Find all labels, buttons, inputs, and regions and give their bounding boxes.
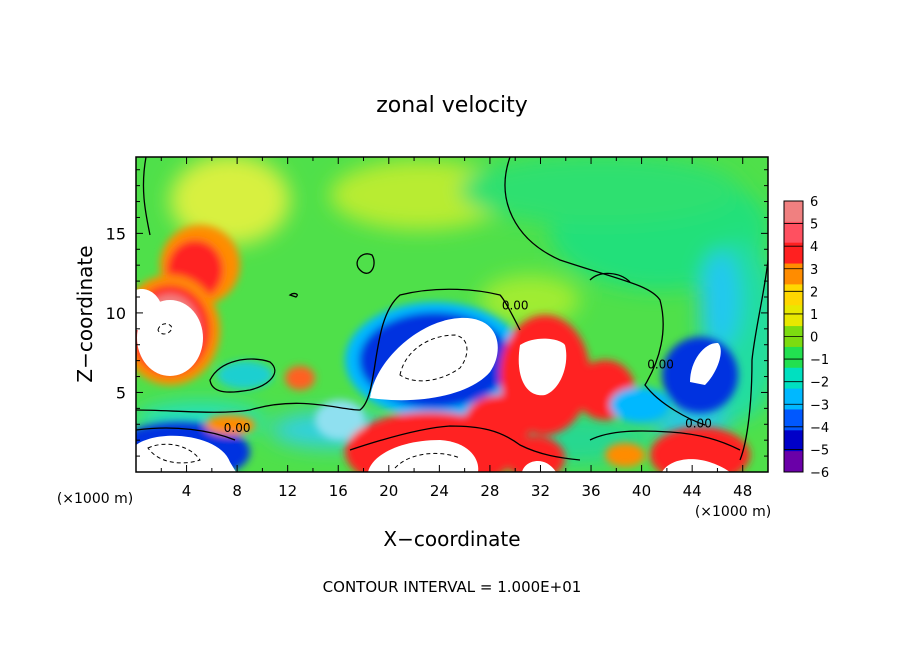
x-tick-label: 8 [232, 482, 242, 500]
y-axis-title: Z−coordinate [73, 245, 97, 382]
colorbar-label: 5 [810, 218, 818, 233]
heatmap-field [136, 157, 768, 472]
x-tick-label: 48 [733, 482, 752, 500]
chart-title: zonal velocity [376, 93, 528, 118]
colorbar-swatch [784, 284, 803, 306]
y-tick-label: 15 [106, 224, 126, 243]
colorbar-swatch [784, 451, 803, 473]
zero-contours [136, 157, 768, 461]
contour-labels: 0.00 0.00 0.00 0.00 [224, 299, 712, 436]
contour-label: 0.00 [502, 299, 529, 313]
field-cores [136, 289, 730, 472]
colorbar-label: −5 [810, 443, 829, 458]
x-tick-label: 40 [632, 482, 651, 500]
x-tick-label: 24 [430, 482, 449, 500]
colorbar: 6 5 4 3 2 1 0 −1 −2 −3 −4 −5 −6 [783, 195, 829, 481]
x-tick-label: 28 [480, 482, 499, 500]
colorbar-label: −4 [810, 421, 829, 436]
colorbar-label: 6 [810, 195, 818, 210]
colorbar-swatch [784, 305, 803, 327]
contour-label: 0.00 [224, 421, 251, 435]
colorbar-label: −6 [810, 466, 829, 481]
plot-frame [135, 156, 769, 473]
y-tick-label: 5 [116, 383, 126, 402]
colorbar-label: 0 [810, 331, 818, 346]
negative-contours [147, 323, 468, 469]
colorbar-swatch [784, 346, 803, 369]
colorbar-swatch [784, 221, 803, 244]
colorbar-swatch [784, 367, 803, 390]
x-tick-label: 12 [278, 482, 297, 500]
colorbar-swatch [784, 263, 803, 285]
colorbar-swatch [784, 388, 803, 410]
colorbar-label: −2 [810, 376, 829, 391]
y-axis: 5 10 15 [106, 169, 768, 457]
contour-label: 0.00 [685, 416, 712, 430]
y-tick-label: 10 [106, 304, 126, 323]
x-axis-unit-label: (×1000 m) [695, 504, 771, 520]
contour-interval-note: CONTOUR INTERVAL = 1.000E+01 [323, 578, 582, 596]
colorbar-label: 4 [810, 240, 818, 255]
z-axis-unit-label: (×1000 m) [57, 491, 133, 507]
x-tick-label: 32 [531, 482, 550, 500]
colorbar-swatch [784, 430, 803, 452]
colorbar-swatch [784, 409, 803, 431]
x-axis: 4 8 12 16 20 24 28 32 36 40 44 48 [160, 157, 752, 500]
colorbar-label: −1 [810, 353, 829, 368]
contour-label: 0.00 [647, 358, 674, 372]
x-tick-label: 16 [329, 482, 348, 500]
colorbar-label: 1 [810, 308, 818, 323]
x-tick-label: 20 [379, 482, 398, 500]
x-tick-label: 4 [182, 482, 192, 500]
x-tick-label: 36 [581, 482, 600, 500]
colorbar-swatch [784, 242, 803, 265]
x-axis-title: X−coordinate [383, 527, 520, 551]
colorbar-swatch [784, 201, 803, 223]
x-tick-label: 44 [683, 482, 702, 500]
colorbar-label: 2 [810, 285, 818, 300]
colorbar-label: −3 [810, 398, 829, 413]
colorbar-label: 3 [810, 263, 818, 278]
